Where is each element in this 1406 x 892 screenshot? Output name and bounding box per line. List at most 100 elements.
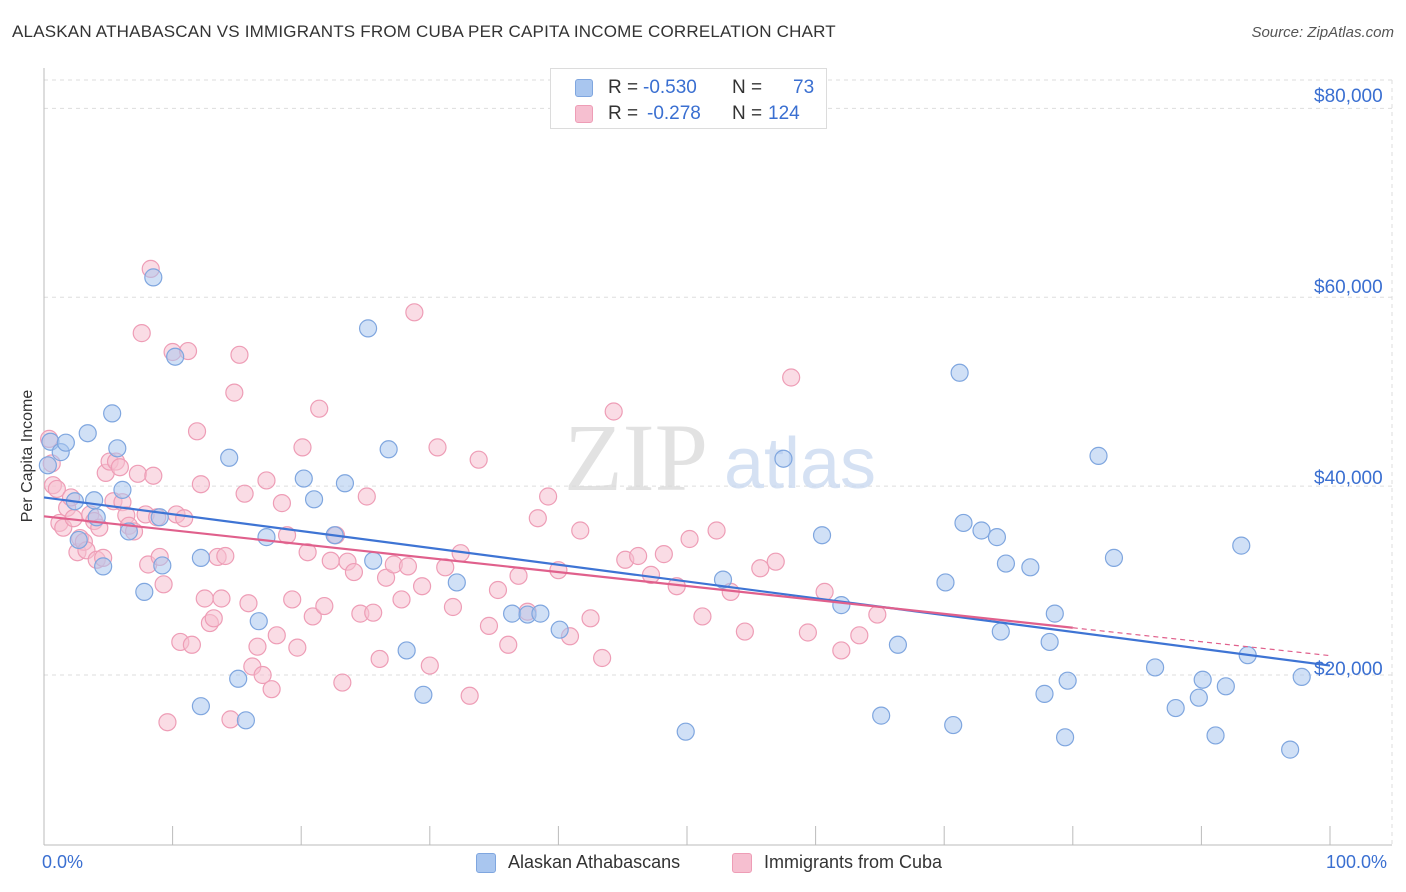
athabascan-point <box>94 557 113 576</box>
cuba-point <box>344 562 364 582</box>
cuba-point <box>604 402 623 421</box>
athabascan-point <box>294 469 313 488</box>
cuba-point <box>654 545 673 564</box>
bottom-legend-label: Alaskan Athabascans <box>508 852 681 872</box>
athabascan-point <box>85 491 104 510</box>
cuba-point <box>593 648 612 668</box>
legend-n-value: 124 <box>768 103 800 124</box>
cuba-point <box>735 622 754 641</box>
chart-title: ALASKAN ATHABASCAN VS IMMIGRANTS FROM CU… <box>12 22 836 41</box>
athabascan-point <box>249 612 268 631</box>
athabascan-point <box>119 522 138 541</box>
bottom-legend-swatch-pink <box>732 853 752 873</box>
athabascan-point <box>78 424 97 443</box>
cuba-point <box>412 577 432 596</box>
cuba-point <box>488 580 508 600</box>
athabascan-point <box>954 513 973 533</box>
cuba-point <box>766 552 785 571</box>
athabascan-point <box>229 669 248 688</box>
cuba-point <box>629 546 648 566</box>
cuba-point <box>782 368 801 387</box>
y-tick-40000: $40,000 <box>1314 468 1383 489</box>
cuba-point <box>539 487 558 506</box>
cuba-point <box>680 529 699 549</box>
cuba-point <box>158 713 177 732</box>
bottom-legend-swatch-blue <box>476 853 496 873</box>
athabascan-point <box>191 548 210 567</box>
legend-r-value: -0.278 <box>647 103 701 124</box>
athabascan-point <box>447 573 466 592</box>
cuba-point <box>212 589 231 608</box>
cuba-point <box>798 623 817 642</box>
cuba-point <box>528 509 547 528</box>
athabascan-point <box>1166 698 1185 718</box>
athabascan-point <box>991 622 1010 641</box>
cuba-point <box>132 324 151 343</box>
athabascan-point <box>713 570 733 589</box>
athabascan-point <box>812 526 832 545</box>
athabascan-point <box>972 521 991 540</box>
cuba-point <box>221 710 240 729</box>
cuba-point <box>479 616 499 635</box>
athabascan-trend-line <box>43 496 1331 667</box>
athabascan-point <box>364 551 383 570</box>
athabascan-point <box>832 596 851 615</box>
cuba-point <box>751 559 770 578</box>
athabascan-point <box>153 556 172 575</box>
cuba-point <box>693 607 712 626</box>
grid-lines <box>44 79 1393 845</box>
cuba-point <box>581 609 600 628</box>
athabascan-point <box>936 573 955 592</box>
cuba-trend-extension <box>1072 627 1331 657</box>
athabascan-point <box>950 363 969 382</box>
cuba-point <box>298 543 317 562</box>
athabascan-point <box>220 448 239 467</box>
athabascan-point <box>135 582 154 601</box>
athabascan-point <box>1216 677 1235 696</box>
legend-r-label: R = <box>608 103 639 124</box>
cuba-point <box>128 464 147 483</box>
athabascan-point <box>69 530 88 550</box>
athabascan-point <box>191 697 210 716</box>
athabascan-point <box>113 480 132 499</box>
cuba-point <box>191 475 210 494</box>
cuba-point <box>370 649 389 669</box>
cuba-point <box>571 521 590 540</box>
athabascan-point <box>166 347 185 366</box>
athabascan-point <box>335 474 355 493</box>
x-tick-max: 100.0% <box>1326 852 1388 872</box>
athabascan-point <box>1281 740 1300 759</box>
athabascan-point <box>1189 688 1208 707</box>
athabascan-point <box>1089 446 1108 465</box>
athabascan-point <box>503 604 522 623</box>
cuba-point <box>235 484 254 503</box>
cuba-point <box>832 641 851 660</box>
athabascan-point <box>144 268 163 287</box>
athabascan-point <box>304 490 324 509</box>
bottom-legend-label: Immigrants from Cuba <box>764 852 943 872</box>
athabascan-point <box>676 722 695 741</box>
athabascan-point <box>358 319 378 338</box>
series-cuba-points <box>40 259 887 732</box>
athabascan-point <box>1193 670 1212 689</box>
cuba-point <box>230 345 249 364</box>
cuba-point <box>216 546 235 566</box>
cuba-point <box>293 438 312 457</box>
legend-n-label: N = <box>732 103 763 124</box>
cuba-point <box>420 656 439 675</box>
cuba-point <box>144 466 163 485</box>
athabascan-point <box>56 433 75 452</box>
athabascan-point <box>257 528 276 547</box>
cuba-point <box>204 609 223 628</box>
cuba-point <box>850 626 869 645</box>
cuba-point <box>288 638 307 657</box>
cuba-trend-line <box>43 515 1073 629</box>
correlation-legend: R = -0.530 N = 73 R = -0.278 N = 124 <box>550 68 827 129</box>
cuba-point <box>315 596 334 616</box>
cuba-point <box>267 626 286 645</box>
legend-r-label: R = <box>608 77 639 98</box>
cuba-point <box>257 471 276 490</box>
athabascan-point <box>531 604 550 623</box>
athabascan-point <box>236 711 256 730</box>
athabascan-point <box>414 685 433 704</box>
